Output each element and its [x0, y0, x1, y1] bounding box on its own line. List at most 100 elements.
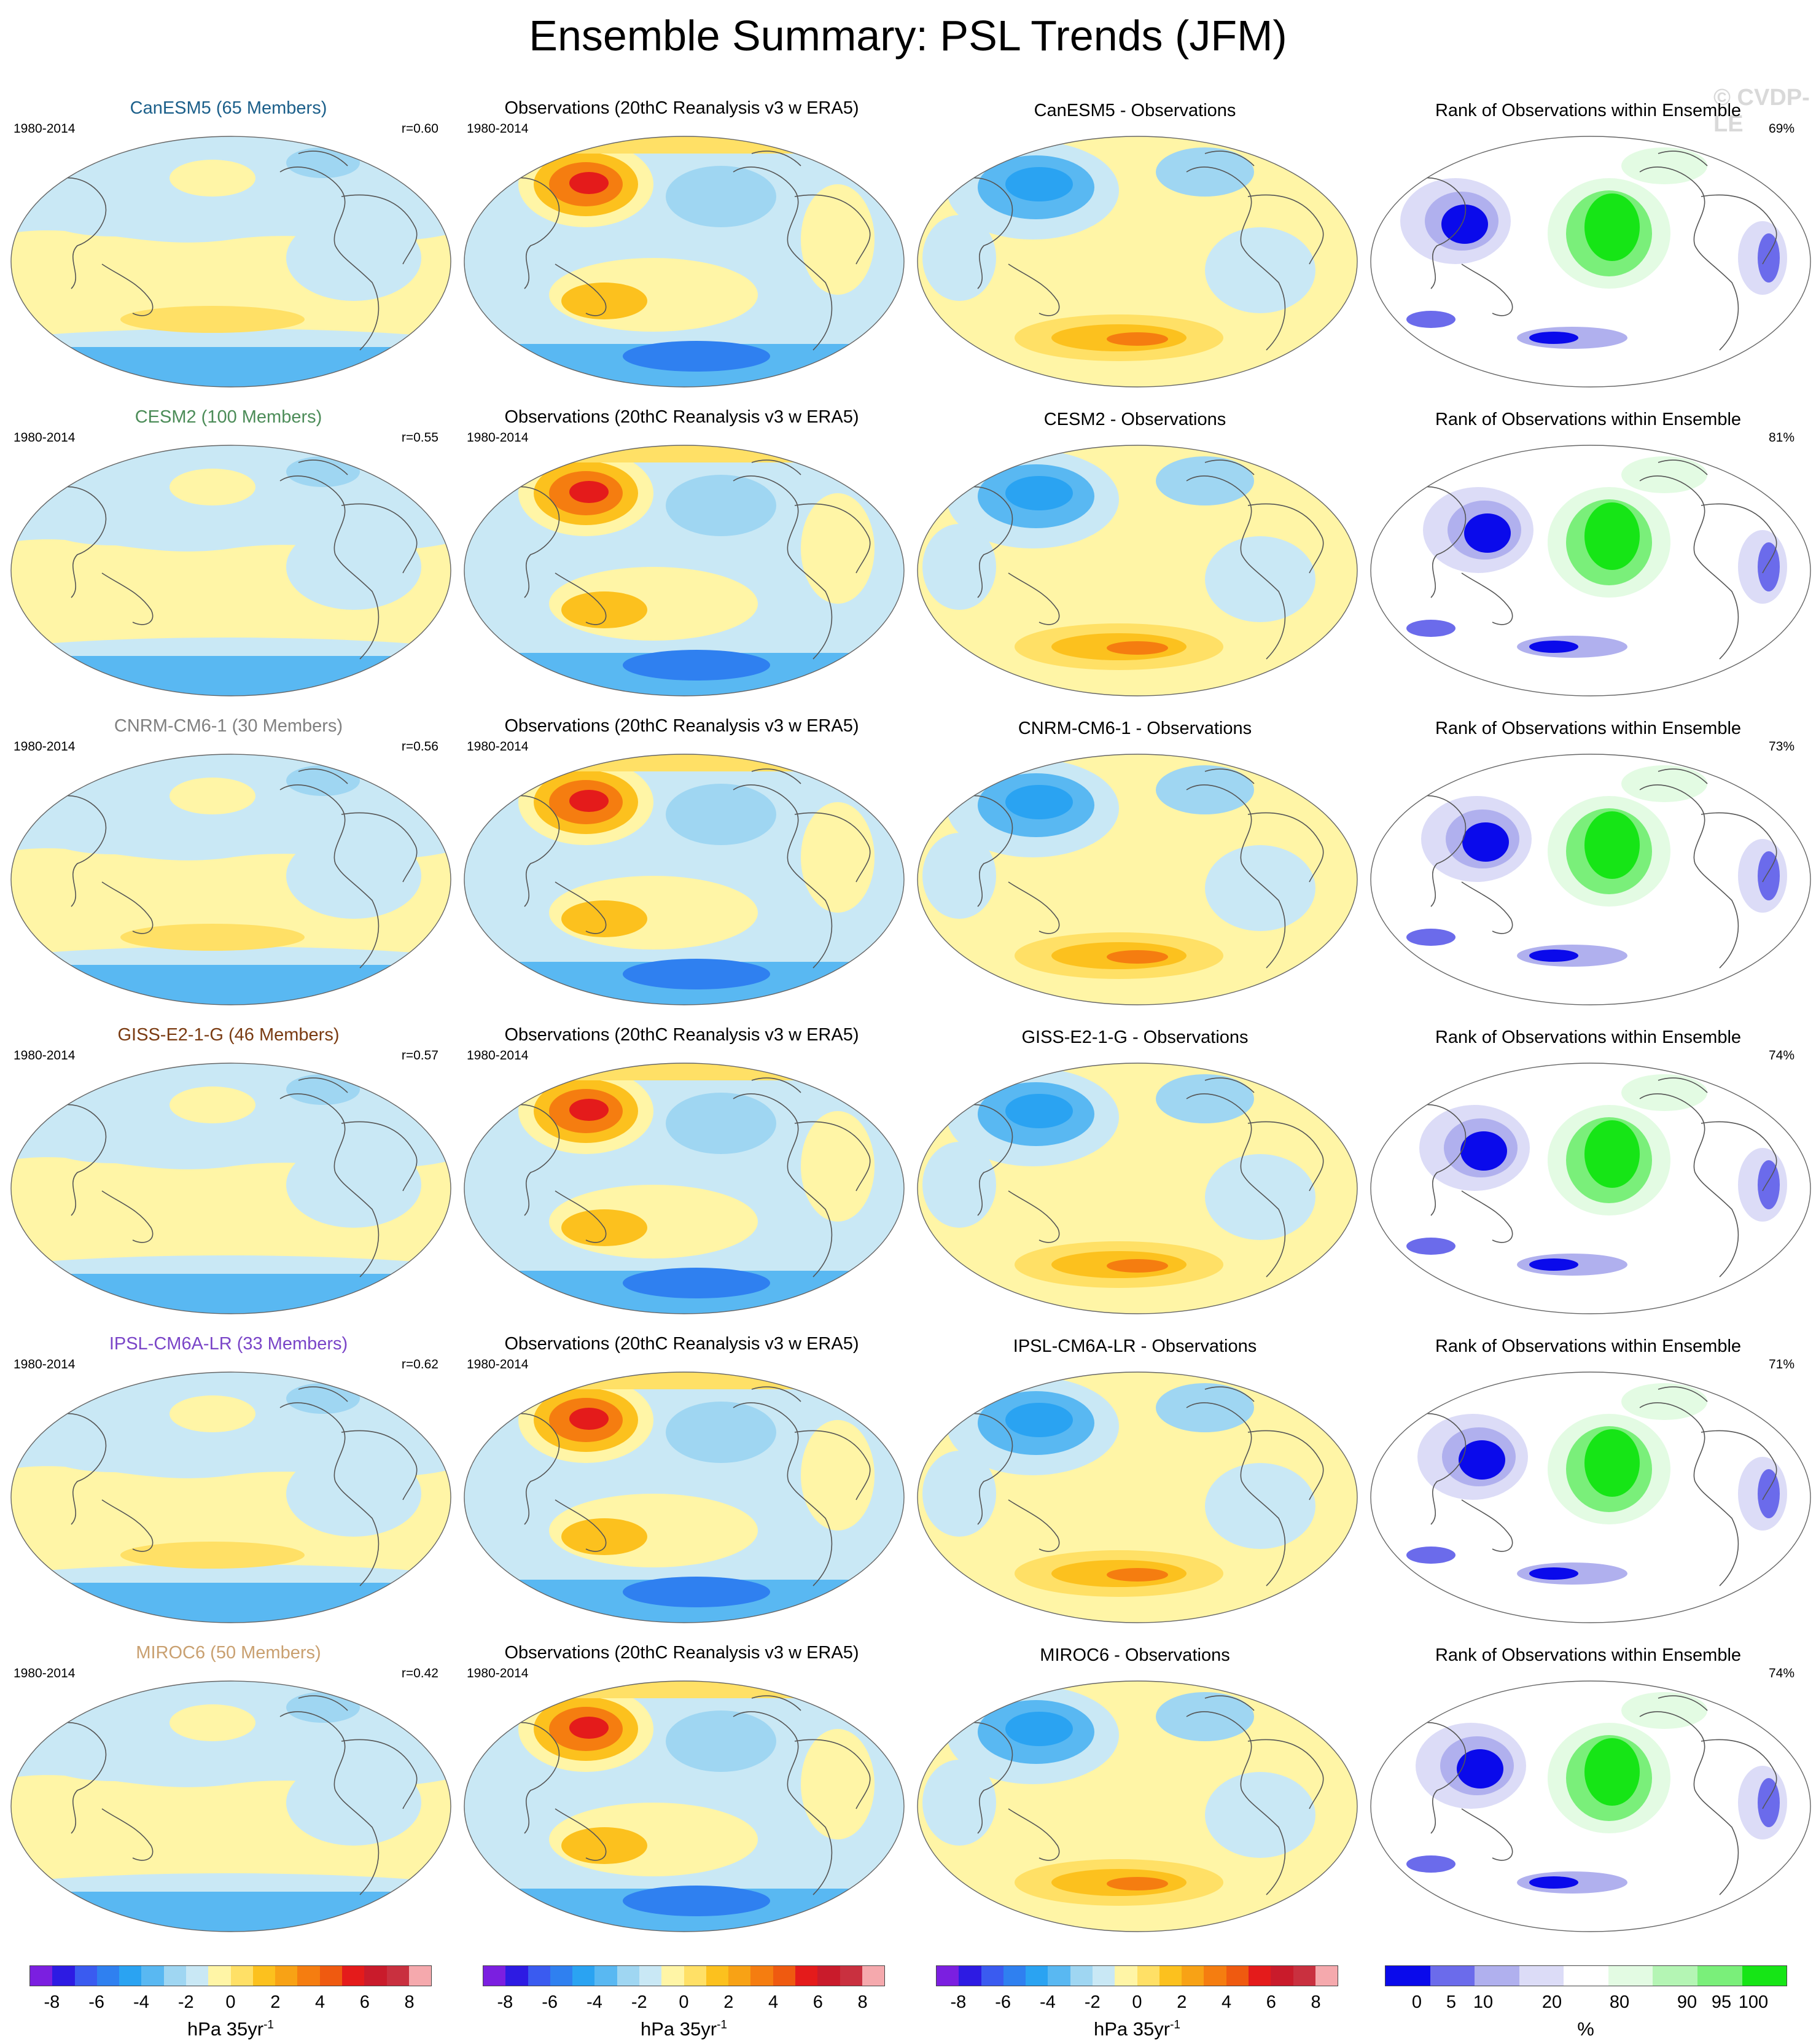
diff-panel: MIROC6 - Observations [908, 1631, 1362, 1940]
diff-panel-title: IPSL-CM6A-LR - Observations [1013, 1336, 1257, 1356]
colorbar-tick-label: 2 [723, 1992, 734, 2012]
colorbar-tick-label: 4 [314, 1992, 325, 2012]
psl-trend-map [917, 754, 1358, 1005]
obs-panel: Observations (20thC Reanalysis v3 w ERA5… [454, 1013, 909, 1322]
colorbar-swatch [1430, 1966, 1475, 1986]
pattern-correlation: r=0.42 [401, 1666, 438, 1680]
period-label: 1980-2014 [467, 1048, 529, 1063]
rank-map [1370, 1063, 1811, 1314]
colorbar-swatches [936, 1965, 1338, 1986]
diff-panel-title: GISS-E2-1-G - Observations [1021, 1028, 1249, 1047]
period-label: 1980-2014 [467, 1357, 529, 1371]
colorbar-swatch [1697, 1966, 1742, 1986]
period-label: 1980-2014 [14, 1666, 76, 1680]
pattern-correlation: r=0.55 [401, 431, 438, 445]
obs-panel: Observations (20thC Reanalysis v3 w ERA5… [454, 86, 909, 396]
colorbar-swatch [959, 1966, 981, 1986]
colorbar-swatch [817, 1966, 840, 1986]
colorbar-swatch [773, 1966, 795, 1986]
watermark-text: © CVDP-LE [1713, 85, 1810, 137]
rank-percentage: 73% [1768, 739, 1795, 754]
diff-panel-title: MIROC6 - Observations [1040, 1645, 1230, 1665]
colorbar-swatch [252, 1966, 276, 1986]
period-label: 1980-2014 [14, 1048, 76, 1063]
colorbar-tick-label: 4 [1221, 1992, 1232, 2012]
colorbar-tick-label: -6 [995, 1992, 1011, 2012]
colorbar-swatch [483, 1966, 506, 1986]
colorbar-swatch [386, 1966, 409, 1986]
period-label: 1980-2014 [14, 1357, 76, 1371]
colorbar-tick-label: 6 [1266, 1992, 1276, 2012]
colorbar-tick-label: -2 [1084, 1992, 1101, 2012]
colorbar-swatch [297, 1966, 320, 1986]
colorbar-tick-label: -4 [133, 1992, 149, 2012]
colorbar-tick-label: 8 [404, 1992, 415, 2012]
colorbar-tick-label: 8 [857, 1992, 868, 2012]
colorbar-swatch [795, 1966, 818, 1986]
unit-text: hPa 35yr [187, 2018, 264, 2040]
colorbar-swatch [185, 1966, 209, 1986]
diff-panel: CESM2 - Observations [908, 395, 1362, 704]
colorbar-tick-label: -4 [586, 1992, 602, 2012]
rank-map [1370, 445, 1811, 696]
obs-panel: Observations (20thC Reanalysis v3 w ERA5… [454, 1631, 909, 1940]
colorbar-swatch [594, 1966, 617, 1986]
pattern-correlation: r=0.62 [401, 1357, 438, 1371]
psl-trend-map [917, 136, 1358, 388]
colorbar-tick-label: -6 [88, 1992, 105, 2012]
colorbar-tick-label: -8 [950, 1992, 967, 2012]
obs-panel-title: Observations (20thC Reanalysis v3 w ERA5… [504, 407, 859, 427]
colorbar-swatches [483, 1965, 885, 1986]
period-label: 1980-2014 [467, 431, 529, 445]
period-label: 1980-2014 [14, 122, 76, 136]
model-panel-title: CNRM-CM6-1 (30 Members) [114, 716, 343, 736]
colorbar-swatch [230, 1966, 253, 1986]
psl-trend-map [917, 1063, 1358, 1314]
colorbar-tick-label: 6 [359, 1992, 370, 2012]
period-label: 1980-2014 [14, 431, 76, 445]
colorbar-tick-label: 95 [1711, 1992, 1732, 2012]
rank-panel: Rank of Observations within Ensemble 81% [1361, 395, 1815, 704]
colorbar-tick-label: 20 [1541, 1992, 1562, 2012]
unit-exponent: -1 [263, 2018, 274, 2032]
period-label: 1980-2014 [14, 739, 76, 754]
colorbar-tick-label: 0 [1132, 1992, 1142, 2012]
colorbar-swatch [1070, 1966, 1093, 1986]
colorbar-swatch [1026, 1966, 1048, 1986]
colorbar-swatch [1315, 1966, 1338, 1986]
colorbar-swatch [1159, 1966, 1182, 1986]
colorbar-tick-label: -4 [1040, 1992, 1056, 2012]
colorbar-swatch [141, 1966, 164, 1986]
psl-trend-map [10, 445, 451, 696]
model-panel: IPSL-CM6A-LR (33 Members) 1980-2014 r=0.62 [1, 1322, 456, 1631]
colorbar-tick-label: 8 [1311, 1992, 1321, 2012]
rank-map [1370, 1680, 1811, 1932]
colorbar-swatch [1608, 1966, 1653, 1986]
colorbar-swatch [74, 1966, 97, 1986]
rank-percentage: 69% [1768, 122, 1795, 136]
period-label: 1980-2014 [467, 739, 529, 754]
pattern-correlation: r=0.57 [401, 1048, 438, 1063]
colorbar-swatch [52, 1966, 75, 1986]
panel-row: IPSL-CM6A-LR (33 Members) 1980-2014 r=0.62… [0, 1322, 1816, 1631]
colorbar-tick-label: 0 [225, 1992, 236, 2012]
rank-percentage: 74% [1768, 1666, 1795, 1680]
obs-panel: Observations (20thC Reanalysis v3 w ERA5… [454, 704, 909, 1013]
psl-trend-map [464, 445, 905, 696]
psl-trend-map [464, 1680, 905, 1932]
colorbar-swatch [1137, 1966, 1159, 1986]
colorbar-swatch [639, 1966, 662, 1986]
model-panel: GISS-E2-1-G (46 Members) 1980-2014 r=0.57 [1, 1013, 456, 1322]
psl-trend-map [10, 1680, 451, 1932]
model-panel: CNRM-CM6-1 (30 Members) 1980-2014 r=0.56 [1, 704, 456, 1013]
colorbar-swatch [319, 1966, 342, 1986]
colorbar-swatch [1003, 1966, 1026, 1986]
colorbar-swatch [1115, 1966, 1137, 1986]
rank-panel-title: Rank of Observations within Ensemble [1435, 1645, 1742, 1665]
psl-trend-map [10, 754, 451, 1005]
colorbar-swatch [163, 1966, 186, 1986]
colorbar-swatch [728, 1966, 751, 1986]
rank-panel: Rank of Observations within Ensemble 71% [1361, 1322, 1815, 1631]
rank-map [1370, 136, 1811, 388]
psl-trend-map [10, 1063, 451, 1314]
